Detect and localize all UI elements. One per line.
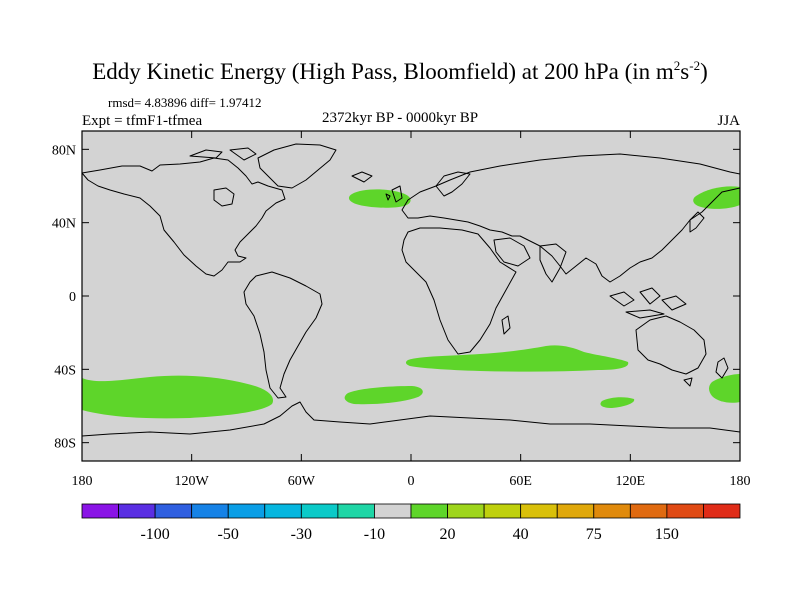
colorbar: -100 -50 -30 -10 20 40 75 150	[81, 503, 741, 543]
lon-label: 120W	[175, 474, 210, 489]
lat-label: 40S	[54, 363, 76, 378]
coastline-eurasia	[401, 153, 741, 283]
coastline-new-zealand	[715, 357, 729, 379]
coastline-tasmania	[683, 377, 693, 387]
coastline-africa	[401, 227, 517, 355]
coastline-british-isles	[385, 185, 403, 203]
colorbar-swatch	[629, 503, 668, 519]
colorbar-label: 150	[655, 526, 679, 543]
map-panel	[81, 130, 741, 462]
coastline-antarctica	[81, 401, 741, 462]
coastlines	[81, 143, 741, 462]
colorbar-swatch	[666, 503, 704, 519]
colorbar-swatch	[227, 503, 266, 519]
lon-label: 180	[730, 474, 751, 489]
anomaly-patch-new-zealand	[709, 374, 740, 403]
colorbar-label: 20	[440, 526, 456, 543]
coastline-arctic-islands	[189, 147, 257, 161]
colorbar-label: -10	[364, 526, 385, 543]
colorbar-swatch	[374, 503, 412, 519]
colorbar-swatch	[337, 503, 375, 519]
coastline-scandinavia	[435, 171, 471, 197]
colorbar-swatch	[191, 503, 229, 519]
anomaly-patches	[82, 186, 740, 419]
colorbar-label: -50	[218, 526, 239, 543]
lon-label: 120E	[616, 474, 646, 489]
lon-label: 0	[408, 474, 415, 489]
anomaly-patch-south-pacific	[82, 375, 274, 419]
colorbar-swatch	[556, 503, 595, 519]
period-label: 2372kyr BP - 0000kyr BP	[321, 110, 479, 126]
coastline-greenland	[257, 143, 337, 189]
lon-label: 60E	[509, 474, 532, 489]
coastline-south-america	[243, 271, 323, 399]
coastline-north-america	[81, 157, 286, 277]
colorbar-swatch	[593, 503, 631, 519]
experiment-label: Expt = tfmF1-tfmea	[82, 113, 203, 129]
longitude-axis: 180 120W 60W 0 60E 120E 180	[72, 131, 751, 489]
lat-label: 0	[69, 290, 76, 305]
coastline-hudson-bay	[213, 187, 235, 207]
coastline-iceland	[351, 171, 373, 183]
colorbar-label: -100	[140, 526, 169, 543]
colorbar-swatch	[264, 503, 302, 519]
colorbar-label: 75	[586, 526, 602, 543]
stats-text: rmsd= 4.83896 diff= 1.97412	[108, 95, 262, 110]
coastline-india	[539, 243, 567, 283]
colorbar-swatch	[483, 503, 522, 519]
anomaly-patch-indian-ocean	[405, 345, 629, 372]
lon-label: 60W	[288, 474, 316, 489]
lon-label: 180	[72, 474, 93, 489]
colorbar-swatch	[520, 503, 558, 519]
coastline-australia	[635, 315, 707, 375]
lat-label: 80N	[52, 143, 76, 158]
map-title: Eddy Kinetic Energy (High Pass, Bloomfie…	[92, 58, 708, 84]
colorbar-swatch	[703, 503, 741, 519]
coastline-japan	[689, 211, 705, 233]
season-label: JJA	[717, 113, 740, 129]
lat-label: 80S	[54, 437, 76, 452]
coastline-madagascar	[501, 315, 511, 335]
colorbar-label: -30	[291, 526, 312, 543]
anomaly-patch-north-atlantic	[348, 189, 411, 208]
anomaly-patch-south-of-australia	[600, 397, 635, 408]
anomaly-patch-south-atlantic	[344, 386, 423, 405]
colorbar-swatch	[118, 503, 156, 519]
colorbar-swatch	[300, 503, 339, 519]
colorbar-swatch	[410, 503, 448, 519]
colorbar-swatch	[447, 503, 485, 519]
colorbar-label: 40	[513, 526, 529, 543]
coastline-arabia	[493, 237, 531, 267]
coastline-southeast-asia-islands	[609, 287, 687, 319]
colorbar-swatch	[81, 503, 119, 519]
colorbar-swatch	[154, 503, 193, 519]
lat-label: 40N	[52, 217, 76, 232]
latitude-axis: 80N 40N 0 40S 80S	[52, 143, 740, 452]
